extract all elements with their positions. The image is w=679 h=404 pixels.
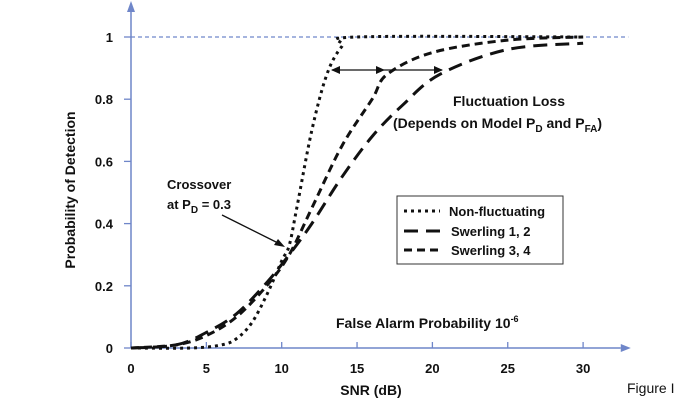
legend-label-non-fluctuating: Non-fluctuating: [449, 204, 545, 219]
series-swerling-3-4: [130, 35, 584, 350]
y-tick-label: 0.8: [95, 92, 113, 107]
y-axis-label: Probability of Detection: [62, 111, 78, 268]
x-axis-label: SNR (dB): [340, 382, 401, 398]
y-axis-arrowhead: [127, 1, 135, 12]
x-tick-label: 20: [425, 361, 439, 376]
y-tick-label: 0.2: [95, 279, 113, 294]
x-tick-label: 10: [274, 361, 288, 376]
y-tick-label: 0.4: [95, 217, 114, 232]
crossover-arrow: [221, 214, 281, 245]
fluctuation-loss-arrows: [331, 66, 443, 74]
false-alarm-label: False Alarm Probability 10-6: [336, 314, 519, 331]
crossover-label-2: at PD = 0.3: [167, 197, 231, 216]
y-tick-label: 0.6: [95, 154, 113, 169]
x-tick-label: 25: [501, 361, 515, 376]
x-tick-label: 0: [127, 361, 134, 376]
x-tick-label: 5: [203, 361, 210, 376]
y-tick-label: 0: [106, 341, 113, 356]
series-non-fluctuating: [130, 34, 584, 350]
x-tick-label: 15: [350, 361, 364, 376]
legend: Non-fluctuating Swerling 1, 2 Swerling 3…: [396, 195, 564, 265]
y-tick-label: 1: [106, 30, 113, 45]
crossover-label: Crossover: [167, 177, 231, 192]
legend-label-swerling-3-4: Swerling 3, 4: [451, 243, 531, 258]
figure-caption: Figure I: [627, 380, 675, 396]
crossover-arrowhead: [274, 239, 285, 247]
x-axis-arrowhead: [620, 344, 631, 352]
fluctuation-loss-subtitle: (Depends on Model PD and PFA): [393, 115, 602, 135]
x-tick-label: 30: [576, 361, 590, 376]
fluctuation-loss-title: Fluctuation Loss: [453, 93, 565, 109]
legend-label-swerling-1-2: Swerling 1, 2: [451, 224, 530, 239]
series-swerling-1-2: [130, 41, 584, 350]
